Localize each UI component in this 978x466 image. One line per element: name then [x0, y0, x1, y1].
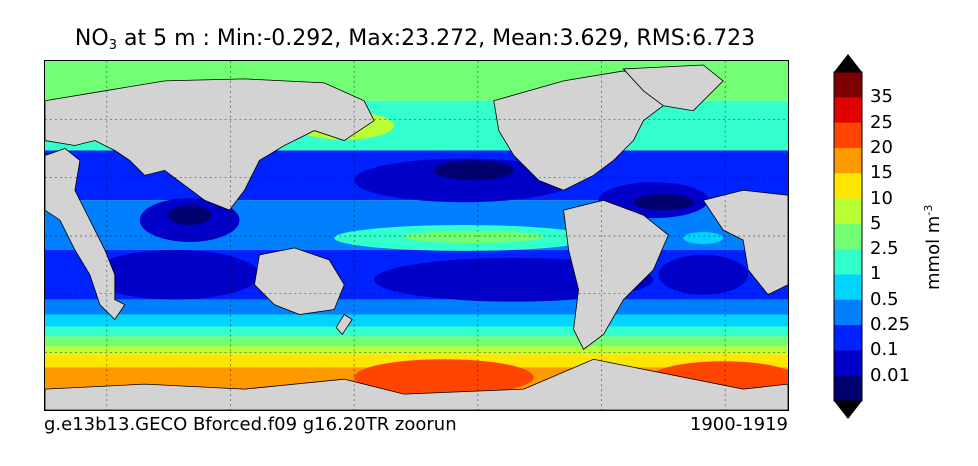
colorbar-tick-label: 15: [870, 162, 893, 184]
colorbar-segment: [834, 299, 862, 326]
run-name-caption: g.e13b13.GECO Bforced.f09 g16.20TR zooru…: [44, 414, 457, 435]
ocean-band-south-2: [45, 326, 788, 337]
period-caption: 1900-1919: [689, 414, 788, 435]
colorbar-segment: [834, 350, 862, 377]
land-africa-east: [702, 189, 788, 296]
title-prefix: NO: [74, 26, 109, 51]
land-antarctica: [45, 358, 788, 410]
colorbar-tick-label: 0.1: [870, 339, 899, 361]
land-australia: [254, 247, 345, 315]
colorbar-segment: [834, 97, 862, 124]
no3-global-map: [44, 60, 789, 411]
title-subscript: 3: [108, 38, 117, 53]
gyre-north-pacific: [354, 158, 574, 203]
land-africa: [45, 148, 126, 321]
colorbar-tick-label: 2.5: [870, 238, 899, 260]
colorbar-tick-label: 25: [870, 111, 893, 133]
southern-ocean-high-pacific: [354, 359, 534, 396]
colorbar-segment: [834, 122, 862, 149]
ocean-band-south-1: [45, 314, 788, 327]
unit-text: mmol m: [923, 215, 944, 290]
ocean-band-south-4: [45, 346, 788, 355]
equatorial-pacific-peak: [404, 231, 544, 243]
chart-title: NO3 at 5 m : Min:-0.292, Max:23.272, Mea…: [0, 26, 830, 53]
colorbar-segment: [834, 375, 862, 402]
colorbar-tick-label: 35: [870, 86, 893, 108]
colorbar-tick-label: 0.01: [870, 364, 911, 386]
colorbar: [833, 54, 863, 419]
gyre-south-atlantic: [658, 254, 749, 295]
colorbar-outline: [833, 71, 863, 402]
gyre-north-pacific-core: [433, 160, 514, 181]
colorbar-tick-label: 0.25: [870, 314, 911, 336]
colorbar-segment: [834, 173, 862, 200]
gyre-north-atlantic-core: [633, 194, 694, 211]
colorbar-segment: [834, 249, 862, 275]
unit-exponent: -3: [922, 204, 935, 216]
colorbar-tick-label: 1: [870, 263, 882, 285]
colorbar-extend-top: [834, 54, 862, 72]
indo-pacific-core: [167, 205, 212, 226]
colorbar-segment: [834, 325, 862, 351]
colorbar-segment: [834, 223, 862, 250]
title-rest: at 5 m : Min:-0.292, Max:23.272, Mean:3.…: [116, 26, 756, 51]
ocean-band-south-3: [45, 336, 788, 347]
colorbar-tick-label: 5: [870, 212, 882, 234]
colorbar-segment: [834, 72, 862, 98]
gyre-indian-ocean: [89, 249, 260, 300]
ocean-band-south-transition: [45, 299, 788, 315]
colorbar-extend-bottom: [834, 401, 862, 419]
land-greenland: [622, 64, 724, 112]
colorbar-segment: [834, 198, 862, 225]
land-europe-asia: [45, 78, 375, 211]
colorbar-segment: [834, 147, 862, 174]
colorbar-segment: [834, 274, 862, 301]
land-south-america: [563, 199, 669, 350]
land-new-zealand: [335, 313, 353, 336]
colorbar-tick-label: 10: [870, 187, 893, 209]
colorbar-tick-label: 0.5: [870, 288, 899, 310]
colorbar-unit-label: mmol m-3: [922, 205, 944, 290]
colorbar-tick-label: 20: [870, 136, 893, 158]
equatorial-atlantic: [683, 232, 724, 244]
